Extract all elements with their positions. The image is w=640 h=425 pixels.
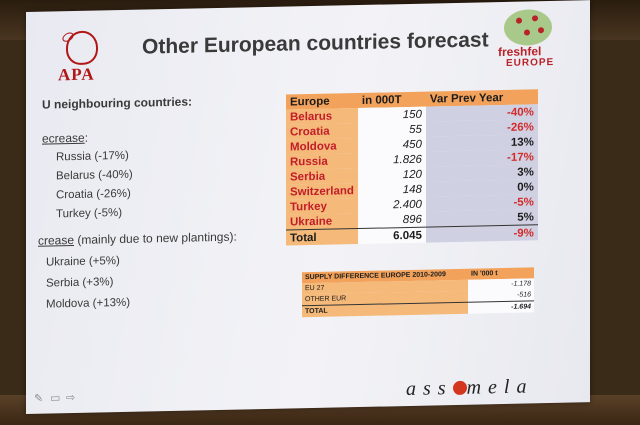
supply-difference-table: SUPPLY DIFFERENCE EUROPE 2010-2009 IN '0… (302, 267, 534, 318)
volume-cell: 148 (357, 181, 426, 199)
country-cell: Switzerland (286, 183, 358, 200)
volume-cell: 2.400 (357, 196, 426, 214)
tree-icon (504, 8, 552, 46)
slide-title: Other European countries forecast (142, 28, 489, 59)
country-cell: Turkey (286, 198, 358, 215)
assomela-left: ass (406, 377, 453, 401)
volume-cell: 896 (357, 211, 426, 229)
country-cell: Belarus (286, 108, 358, 125)
increase-rest: (mainly due to new plantings): (74, 229, 237, 247)
supply-total-value: -1.694 (468, 300, 534, 314)
country-cell: Croatia (286, 123, 358, 140)
volume-cell: 55 (357, 121, 426, 139)
volume-cell: 450 (357, 136, 426, 154)
increase-word: crease (38, 232, 75, 248)
total-label: Total (286, 228, 358, 246)
decrease-word: ecrease (42, 130, 85, 146)
assomela-right: mela (466, 375, 534, 399)
decrease-colon: : (84, 130, 89, 145)
increase-item: Serbia (+3%) (46, 276, 114, 290)
decrease-item: Croatia (-26%) (56, 187, 131, 202)
total-variation: -9% (425, 224, 538, 243)
forecast-table: Europe in 000T Var Prev Year Belarus 150… (286, 89, 538, 246)
slides-icon[interactable]: ▭ (50, 392, 61, 405)
col-header-europe: Europe (286, 93, 358, 110)
increase-item: Ukraine (+5%) (46, 255, 120, 269)
apa-logo-text: APA (58, 64, 95, 85)
col-header-volume: in 000T (357, 91, 426, 109)
total-volume: 6.045 (357, 227, 426, 245)
country-cell: Ukraine (286, 213, 358, 231)
volume-cell: 120 (357, 166, 426, 184)
decrease-item: Russia (-17%) (56, 149, 129, 164)
freshfel-logo: freshfel EUROPE (498, 8, 564, 72)
decrease-item: Belarus (-40%) (56, 168, 133, 183)
increase-heading: crease (mainly due to new plantings): (38, 230, 237, 248)
projection-screen: APA Other European countries forecast fr… (26, 0, 590, 415)
country-cell: Moldova (286, 138, 358, 155)
country-cell: Russia (286, 153, 358, 170)
increase-item: Moldova (+13%) (46, 296, 131, 311)
pen-icon[interactable]: ✎ (34, 392, 44, 405)
freshfel-sub: EUROPE (506, 56, 555, 69)
volume-cell: 150 (357, 106, 426, 124)
decrease-item: Turkey (-5%) (56, 206, 123, 221)
apa-logo: APA (56, 30, 102, 89)
assomela-logo: ass mela (406, 375, 533, 401)
supply-total-label: TOTAL (302, 302, 468, 318)
decrease-heading: ecrease: (42, 131, 88, 146)
volume-cell: 1.826 (357, 151, 426, 169)
next-arrow-icon[interactable]: ⇨ (66, 391, 76, 405)
country-cell: Serbia (286, 168, 358, 185)
neighbours-heading: U neighbouring countries: (42, 94, 192, 112)
apple-icon (452, 380, 467, 396)
